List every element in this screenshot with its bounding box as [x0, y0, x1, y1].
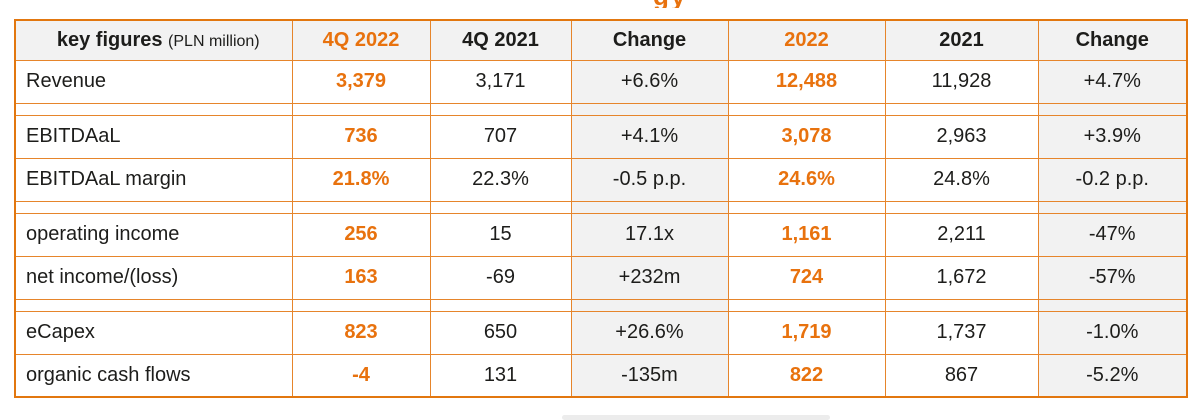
col-header-4q-2022: 4Q 2022: [291, 19, 431, 61]
table-row-net-income: net income/(loss) 163 -69 +232m 724 1,67…: [14, 255, 1188, 300]
spacer-cell: [884, 102, 1039, 116]
table-row-organic-cash-flows: organic cash flows -4 131 -135m 822 867 …: [14, 353, 1188, 398]
value-cell: 1,672: [884, 255, 1039, 300]
spacer-cell: [570, 200, 729, 214]
spacer-row: [14, 298, 1188, 312]
value-cell: 1,161: [727, 212, 886, 257]
value-cell: -1.0%: [1037, 310, 1188, 355]
value-cell: 11,928: [884, 59, 1039, 104]
row-label: eCapex: [14, 310, 293, 355]
value-cell: +4.1%: [570, 114, 729, 159]
spacer-cell: [1037, 102, 1188, 116]
value-cell: 131: [429, 353, 572, 398]
value-cell: 650: [429, 310, 572, 355]
spacer-cell: [14, 102, 293, 116]
key-figures-table: key figures (PLN million) 4Q 2022 4Q 202…: [14, 19, 1188, 398]
value-cell: 736: [291, 114, 431, 159]
value-cell: -0.2 p.p.: [1037, 157, 1188, 202]
spacer-cell: [727, 102, 886, 116]
value-cell: -0.5 p.p.: [570, 157, 729, 202]
value-cell: 2,211: [884, 212, 1039, 257]
table-row-ebitdaal: EBITDAaL 736 707 +4.1% 3,078 2,963 +3.9%: [14, 114, 1188, 159]
spacer-cell: [429, 298, 572, 312]
row-label: organic cash flows: [14, 353, 293, 398]
row-label: EBITDAaL: [14, 114, 293, 159]
spacer-cell: [1037, 298, 1188, 312]
value-cell: 15: [429, 212, 572, 257]
key-figures-header-cell: key figures (PLN million): [14, 19, 293, 61]
clipped-footer-edge: [562, 415, 830, 420]
spacer-row: [14, 200, 1188, 214]
value-cell: 17.1x: [570, 212, 729, 257]
spacer-cell: [884, 200, 1039, 214]
value-cell: 3,379: [291, 59, 431, 104]
value-cell: 22.3%: [429, 157, 572, 202]
value-cell: 21.8%: [291, 157, 431, 202]
spacer-cell: [727, 200, 886, 214]
key-figures-label: key figures: [56, 28, 163, 51]
value-cell: 24.8%: [884, 157, 1039, 202]
spacer-cell: [14, 298, 293, 312]
row-label: net income/(loss): [14, 255, 293, 300]
value-cell: 12,488: [727, 59, 886, 104]
value-cell: 24.6%: [727, 157, 886, 202]
spacer-cell: [429, 102, 572, 116]
row-label: Revenue: [14, 59, 293, 104]
spacer-cell: [727, 298, 886, 312]
row-label: operating income: [14, 212, 293, 257]
table-row-revenue: Revenue 3,379 3,171 +6.6% 12,488 11,928 …: [14, 59, 1188, 104]
value-cell: -69: [429, 255, 572, 300]
value-cell: 2,963: [884, 114, 1039, 159]
spacer-cell: [884, 298, 1039, 312]
value-cell: 256: [291, 212, 431, 257]
spacer-row: [14, 102, 1188, 116]
unit-note: (PLN million): [168, 32, 260, 50]
spacer-cell: [1037, 200, 1188, 214]
value-cell: +4.7%: [1037, 59, 1188, 104]
value-cell: +232m: [570, 255, 729, 300]
value-cell: 3,078: [727, 114, 886, 159]
spacer-cell: [429, 200, 572, 214]
col-header-change-quarter: Change: [570, 19, 729, 61]
clipped-title-fragment: gy: [653, 0, 713, 8]
value-cell: 707: [429, 114, 572, 159]
table-header-row: key figures (PLN million) 4Q 2022 4Q 202…: [14, 19, 1188, 61]
value-cell: -135m: [570, 353, 729, 398]
value-cell: -5.2%: [1037, 353, 1188, 398]
col-header-change-year: Change: [1037, 19, 1188, 61]
value-cell: -57%: [1037, 255, 1188, 300]
col-header-2022: 2022: [727, 19, 886, 61]
value-cell: -47%: [1037, 212, 1188, 257]
value-cell: 1,719: [727, 310, 886, 355]
value-cell: -4: [291, 353, 431, 398]
value-cell: 1,737: [884, 310, 1039, 355]
value-cell: 724: [727, 255, 886, 300]
spacer-cell: [570, 102, 729, 116]
spacer-cell: [291, 298, 431, 312]
value-cell: 867: [884, 353, 1039, 398]
col-header-2021: 2021: [884, 19, 1039, 61]
table-row-ebitdaal-margin: EBITDAaL margin 21.8% 22.3% -0.5 p.p. 24…: [14, 157, 1188, 202]
table-row-operating-income: operating income 256 15 17.1x 1,161 2,21…: [14, 212, 1188, 257]
value-cell: +6.6%: [570, 59, 729, 104]
value-cell: 163: [291, 255, 431, 300]
spacer-cell: [291, 200, 431, 214]
value-cell: +26.6%: [570, 310, 729, 355]
spacer-cell: [14, 200, 293, 214]
clipped-title-text: gy: [653, 0, 713, 8]
row-label: EBITDAaL margin: [14, 157, 293, 202]
value-cell: +3.9%: [1037, 114, 1188, 159]
value-cell: 822: [727, 353, 886, 398]
value-cell: 3,171: [429, 59, 572, 104]
table-row-ecapex: eCapex 823 650 +26.6% 1,719 1,737 -1.0%: [14, 310, 1188, 355]
spacer-cell: [291, 102, 431, 116]
col-header-4q-2021: 4Q 2021: [429, 19, 572, 61]
spacer-cell: [570, 298, 729, 312]
value-cell: 823: [291, 310, 431, 355]
